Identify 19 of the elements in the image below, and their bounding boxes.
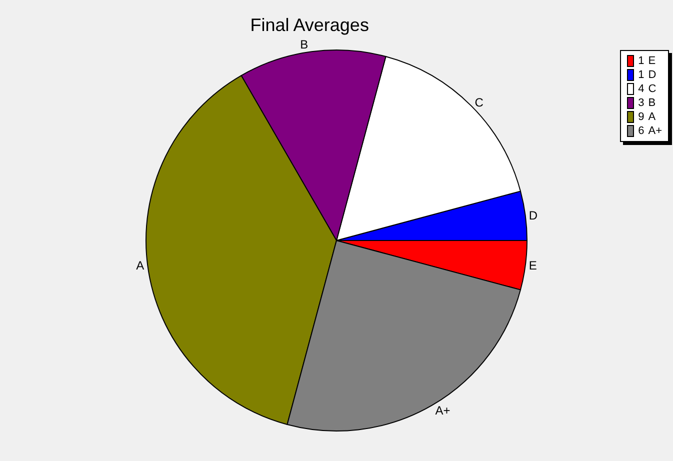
legend-label: A — [648, 110, 656, 124]
legend-label: A+ — [648, 124, 662, 138]
data-label: 6 — [638, 124, 644, 138]
data-label: 1 — [638, 54, 644, 68]
legend-label: E — [648, 54, 656, 68]
data-label: 1 — [638, 68, 644, 82]
chart-title: Final Averages — [250, 15, 369, 36]
slice-label: A+ — [435, 404, 450, 418]
data-label: 3 — [638, 96, 644, 110]
slice-label: C — [474, 95, 484, 110]
slice-label: E — [528, 258, 537, 272]
slice-label: A — [136, 258, 144, 272]
data-label: 9 — [638, 110, 644, 124]
legend-label: B — [648, 96, 656, 110]
data-label: 4 — [638, 82, 644, 96]
slice-label: B — [300, 38, 308, 52]
legend-label: C — [648, 82, 656, 96]
slice-label: D — [528, 208, 538, 223]
legend-label: D — [648, 68, 656, 82]
